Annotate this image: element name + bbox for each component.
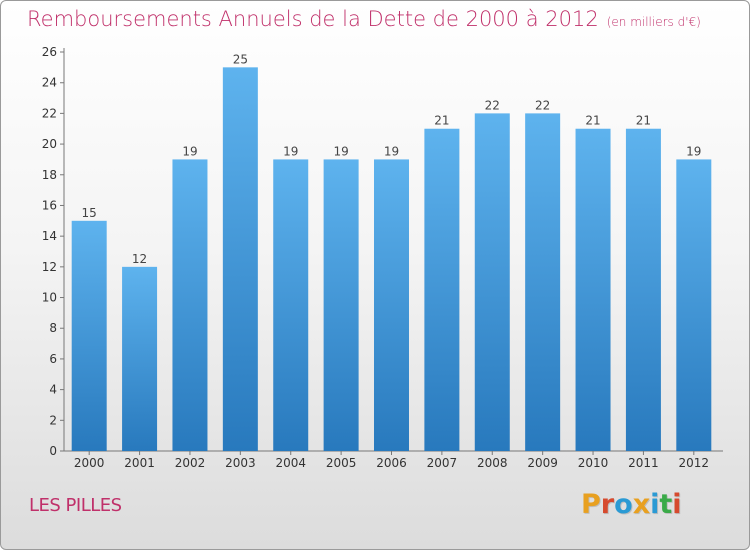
data-label: 21 <box>636 114 651 128</box>
y-tick-label: 22 <box>42 106 57 120</box>
x-tick-label: 2012 <box>679 456 710 470</box>
x-tick-label: 2007 <box>427 456 458 470</box>
data-label: 19 <box>686 144 701 158</box>
logo-letter: t <box>659 489 673 520</box>
chart-labels: 0246810121416182022242620001520011220021… <box>42 45 709 470</box>
logo-letter: P <box>581 489 601 520</box>
bar-2000 <box>71 220 107 451</box>
data-label: 19 <box>283 144 298 158</box>
y-tick-label: 6 <box>49 352 57 366</box>
bar-2006 <box>374 159 409 451</box>
y-tick-label: 10 <box>42 291 57 305</box>
data-label: 21 <box>585 114 600 128</box>
bar-2004 <box>273 159 309 451</box>
chart-unit: (en milliers d'€) <box>606 15 701 29</box>
x-tick-label: 2002 <box>175 456 206 470</box>
locality-name: LES PILLES <box>29 495 122 516</box>
bar-2010 <box>575 128 611 451</box>
x-tick-label: 2011 <box>628 456 659 470</box>
data-label: 22 <box>535 98 550 112</box>
x-tick-label: 2004 <box>275 456 306 470</box>
bar-2011 <box>625 128 661 451</box>
y-tick-label: 24 <box>42 76 57 90</box>
x-tick-label: 2010 <box>578 456 609 470</box>
x-tick-label: 2006 <box>376 456 407 470</box>
x-tick-label: 2008 <box>477 456 508 470</box>
bar-2005 <box>323 159 359 451</box>
bar-2008 <box>474 113 510 451</box>
logo-letter: x <box>632 489 651 520</box>
data-label: 12 <box>132 252 147 266</box>
x-tick-label: 2005 <box>326 456 357 470</box>
proxiti-logo[interactable]: Proxiti <box>581 489 682 520</box>
y-tick-label: 12 <box>42 260 57 274</box>
data-label: 21 <box>434 114 449 128</box>
x-tick-label: 2000 <box>74 456 105 470</box>
y-tick-label: 18 <box>42 168 57 182</box>
chart-title-text: Remboursements Annuels de la Dette de 20… <box>27 7 599 31</box>
y-tick-label: 20 <box>42 137 57 151</box>
data-label: 25 <box>233 52 248 66</box>
chart-title: Remboursements Annuels de la Dette de 20… <box>27 7 701 31</box>
y-tick-label: 14 <box>42 229 57 243</box>
y-tick-label: 16 <box>42 198 57 212</box>
bar-2009 <box>525 113 561 451</box>
data-label: 22 <box>485 98 500 112</box>
bar-2007 <box>424 128 460 451</box>
logo-letter: i <box>650 489 660 520</box>
data-label: 19 <box>384 144 399 158</box>
y-tick-label: 4 <box>49 383 57 397</box>
x-tick-label: 2009 <box>527 456 558 470</box>
data-label: 19 <box>333 144 348 158</box>
logo-letter: r <box>600 489 615 520</box>
bar-2012 <box>676 159 712 451</box>
chart-bars <box>71 67 712 451</box>
y-tick-label: 0 <box>49 444 57 458</box>
bar-2001 <box>122 266 158 451</box>
y-tick-label: 8 <box>49 321 57 335</box>
x-tick-label: 2003 <box>225 456 256 470</box>
y-tick-label: 26 <box>42 45 57 59</box>
data-label: 19 <box>182 144 197 158</box>
y-tick-label: 2 <box>49 413 57 427</box>
x-tick-label: 2001 <box>124 456 155 470</box>
data-label: 15 <box>82 206 97 220</box>
bar-2003 <box>222 67 258 451</box>
bar-2002 <box>172 159 208 451</box>
logo-letter: o <box>614 489 633 520</box>
logo-letter: i <box>672 489 682 520</box>
